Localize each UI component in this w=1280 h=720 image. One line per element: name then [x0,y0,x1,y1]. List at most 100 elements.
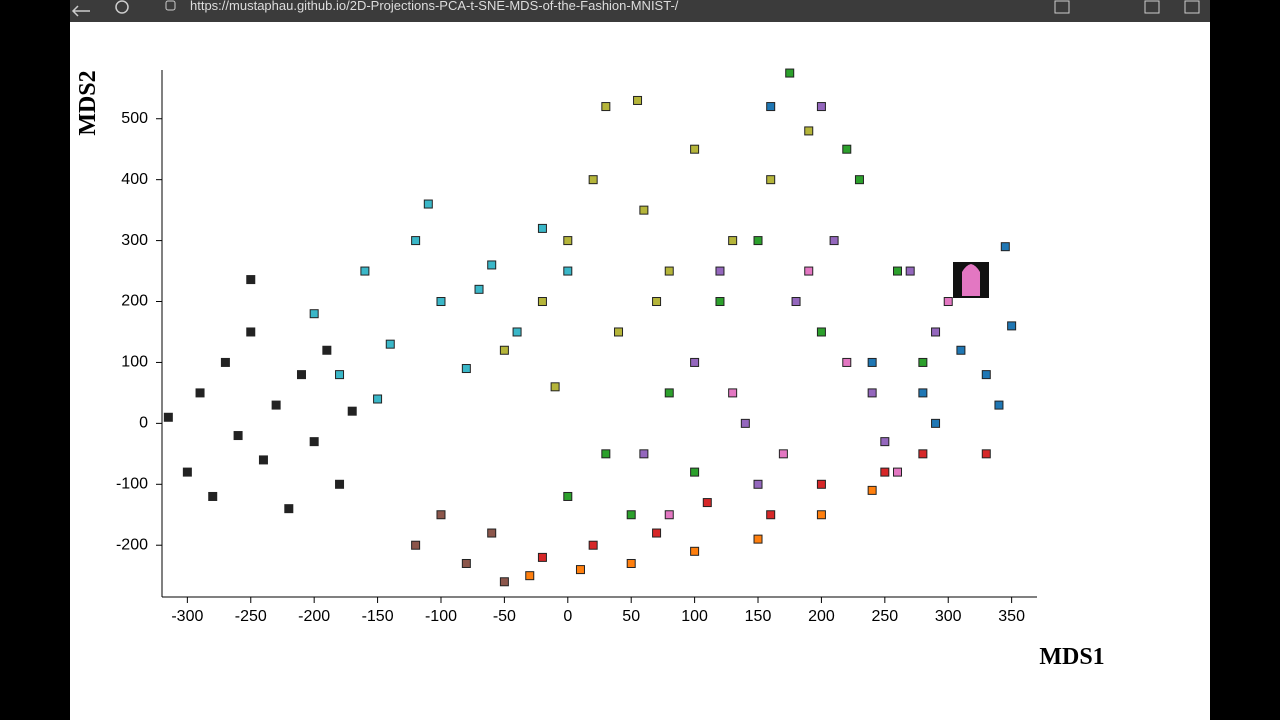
point [588,175,598,185]
point [690,546,700,556]
point [563,236,573,246]
x-tick-label: -200 [298,608,330,625]
point [601,449,611,459]
x-tick-label: -300 [171,608,203,625]
point [766,510,776,520]
y-tick-label: -200 [116,536,148,553]
point [880,467,890,477]
favorite-button[interactable] [1054,0,1070,14]
point [690,144,700,154]
point [867,388,877,398]
point [652,297,662,307]
point [816,327,826,337]
point [893,467,903,477]
point [360,266,370,276]
back-button[interactable] [71,5,90,17]
point [829,236,839,246]
point [499,577,509,587]
point [335,479,345,489]
point [487,260,497,270]
x-tick-label: 300 [935,608,962,625]
point [411,236,421,246]
point [905,266,915,276]
point [931,327,941,337]
point [715,297,725,307]
x-tick-label: 100 [681,608,708,625]
point [842,357,852,367]
point [791,297,801,307]
url[interactable]: https://mustaphau.github.io/2D-Projectio… [190,0,679,13]
point [778,449,788,459]
point [575,565,585,575]
point [436,297,446,307]
point [880,437,890,447]
point [309,309,319,319]
point [411,540,421,550]
point [258,455,268,465]
point [981,370,991,380]
point [931,418,941,428]
point [563,491,573,501]
point [335,370,345,380]
reload-button[interactable] [115,0,129,14]
point [854,175,864,185]
point [220,357,230,367]
point [246,275,256,285]
point [753,479,763,489]
point [766,102,776,112]
point [893,266,903,276]
point [512,327,522,337]
point [753,236,763,246]
point [702,498,712,508]
point [639,205,649,215]
y-tick-label: 100 [121,354,148,371]
point [563,266,573,276]
point [728,236,738,246]
point [1007,321,1017,331]
point [918,388,928,398]
point [347,406,357,416]
y-tick-label: 200 [121,293,148,310]
point [309,437,319,447]
point [664,388,674,398]
point [816,510,826,520]
y-tick-label: 500 [121,110,148,127]
point [163,412,173,422]
y-tick-label: 0 [139,415,148,432]
point [728,388,738,398]
x-tick-label: 200 [808,608,835,625]
point [322,345,332,355]
point [943,297,953,307]
extensions-button[interactable] [1184,0,1200,14]
point [690,467,700,477]
x-tick-label: 150 [745,608,772,625]
point [956,345,966,355]
point [550,382,560,392]
point [373,394,383,404]
point [423,199,433,209]
point [614,327,624,337]
point [715,266,725,276]
point [639,449,649,459]
y-tick-label: 400 [121,171,148,188]
x-axis-label: MDS1 [1039,644,1104,670]
point [284,504,294,514]
point [233,431,243,441]
point [867,357,877,367]
x-tick-label: -250 [235,608,267,625]
x-tick-label: 0 [563,608,572,625]
point [601,102,611,112]
collections-button[interactable] [1144,0,1160,14]
lock-icon [165,0,176,11]
point [537,223,547,233]
x-tick-label: 50 [622,608,640,625]
point [816,102,826,112]
point [918,449,928,459]
browser-toolbar [70,0,1210,22]
point [487,528,497,538]
point [385,339,395,349]
y-axis-label: MDS2 [75,70,101,135]
point [740,418,750,428]
x-tick-label: -50 [493,608,516,625]
